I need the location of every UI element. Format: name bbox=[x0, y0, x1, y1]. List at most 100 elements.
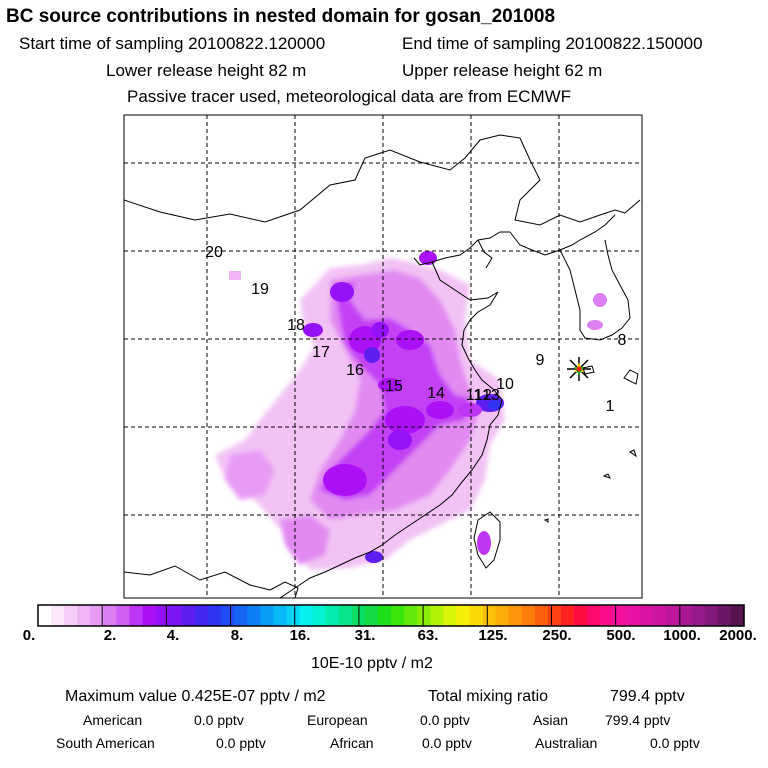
colorbar-tick-label: 125. bbox=[478, 627, 508, 644]
south-american-value: 0.0 pptv bbox=[216, 735, 266, 751]
colorbar-cell bbox=[626, 605, 640, 626]
colorbar-cell bbox=[221, 605, 235, 626]
upper-height-label: Upper release height 62 m bbox=[402, 61, 603, 80]
african-label: African bbox=[330, 735, 374, 751]
region-label: 12 bbox=[474, 387, 492, 404]
map-frame bbox=[123, 114, 643, 599]
end-time-label: End time of sampling 20100822.150000 bbox=[402, 34, 703, 53]
colorbar-cell bbox=[260, 605, 274, 626]
region-label: 1 bbox=[605, 398, 615, 415]
hotspot-beijing bbox=[371, 322, 389, 338]
colorbar-cell bbox=[90, 605, 104, 626]
hotspot-14 bbox=[426, 401, 454, 419]
lat-lon-grid bbox=[124, 115, 642, 598]
hotspot-core-b bbox=[323, 464, 367, 496]
hainan bbox=[269, 581, 299, 598]
colorbar-cell bbox=[508, 605, 523, 626]
colorbar-cell bbox=[391, 605, 405, 626]
hotspot-18 bbox=[303, 323, 323, 337]
colorbar-cell bbox=[652, 605, 667, 626]
japan-kyushu bbox=[623, 369, 639, 385]
region-label: 14 bbox=[427, 385, 445, 402]
hotspot-west bbox=[229, 271, 241, 280]
korea-peninsula bbox=[559, 239, 631, 341]
south-american-label: South American bbox=[56, 735, 155, 751]
colorbar-cell bbox=[338, 605, 353, 626]
region-label: 18 bbox=[287, 317, 305, 334]
colorbar-cell bbox=[312, 605, 327, 626]
taiwan bbox=[473, 511, 501, 569]
hotspot-north bbox=[330, 282, 354, 302]
colorbar-cell bbox=[443, 605, 457, 626]
ryukyu-1 bbox=[629, 449, 637, 458]
region-label: 17 bbox=[312, 344, 330, 361]
hotspot-core-a bbox=[388, 430, 412, 450]
east-coast bbox=[279, 369, 503, 598]
colorbar-cell bbox=[560, 605, 575, 626]
colorbar-frame bbox=[37, 604, 745, 627]
coastlines bbox=[124, 134, 641, 598]
colorbar-cell bbox=[665, 605, 680, 626]
northeast-border bbox=[514, 137, 641, 226]
total-mixing-value: 799.4 pptv bbox=[610, 688, 685, 705]
colorbar-cell bbox=[417, 605, 431, 626]
lower-height-label: Lower release height 82 m bbox=[106, 61, 307, 80]
colorbar-cell bbox=[51, 605, 65, 626]
colorbar-cell bbox=[299, 605, 314, 626]
maximum-value: Maximum value 0.425E-07 pptv / m2 bbox=[65, 688, 326, 705]
colorbar-cell bbox=[587, 605, 601, 626]
colorbar-cell bbox=[574, 605, 588, 626]
hotspot-taiwan bbox=[477, 531, 491, 555]
colorbar-cell bbox=[38, 605, 52, 626]
colorbar-cell bbox=[247, 605, 261, 626]
region-label: 20 bbox=[205, 244, 223, 261]
european-label: European bbox=[307, 712, 368, 728]
australian-value: 0.0 pptv bbox=[650, 735, 700, 751]
colorbar-tick-label: 1000. bbox=[663, 627, 701, 644]
colorbar-cell bbox=[77, 605, 91, 626]
region-label: 13 bbox=[482, 387, 500, 404]
colorbar-cell bbox=[155, 605, 170, 626]
colorbar-cell bbox=[207, 605, 222, 626]
colorbar-cell bbox=[325, 605, 340, 626]
colorbar-cell bbox=[613, 605, 627, 626]
plume-southwest-patch bbox=[225, 450, 275, 500]
region-label: 10 bbox=[496, 376, 514, 393]
colorbar-cell bbox=[168, 605, 183, 626]
colorbar-cell bbox=[234, 605, 248, 626]
colorbar-tick-label: 250. bbox=[542, 627, 572, 644]
hotspot-16 bbox=[364, 347, 380, 363]
colorbar-cell bbox=[181, 605, 196, 626]
hotspot-shanghai-core bbox=[488, 400, 502, 410]
colorbar-cell bbox=[430, 605, 444, 626]
european-value: 0.0 pptv bbox=[420, 712, 470, 728]
colorbar-cell bbox=[547, 605, 562, 626]
colorbar-cell bbox=[273, 605, 287, 626]
colorbar-cell bbox=[482, 605, 497, 626]
colorbar-tick-label: 8. bbox=[230, 627, 244, 644]
colorbar-cell bbox=[717, 605, 732, 626]
colorbar-tick-label: 16. bbox=[289, 627, 311, 644]
australian-label: Australian bbox=[535, 735, 598, 751]
jeju bbox=[582, 365, 595, 375]
total-mixing-label: Total mixing ratio bbox=[428, 688, 549, 705]
figure-title: BC source contributions in nested domain… bbox=[6, 6, 556, 27]
colorbar-cell bbox=[286, 605, 301, 626]
colorbar-tick-label: 2000. bbox=[719, 627, 757, 644]
concentration-field bbox=[215, 251, 607, 570]
colorbar-tick-label: 0. bbox=[22, 627, 36, 644]
liaodong bbox=[477, 239, 493, 269]
colorbar-cell bbox=[730, 605, 745, 626]
colorbar-cell bbox=[116, 605, 131, 626]
region-label: 8 bbox=[617, 332, 627, 349]
mongolia-border bbox=[124, 134, 521, 223]
region-label: 11 bbox=[465, 387, 483, 404]
colorbar-cell bbox=[521, 605, 536, 626]
colorbar-unit: 10E-10 pptv / m2 bbox=[311, 655, 433, 672]
colorbar-cell bbox=[691, 605, 706, 626]
colorbar-cell bbox=[364, 605, 379, 626]
start-time-label: Start time of sampling 20100822.120000 bbox=[19, 34, 326, 53]
asian-value: 799.4 pptv bbox=[605, 712, 671, 728]
